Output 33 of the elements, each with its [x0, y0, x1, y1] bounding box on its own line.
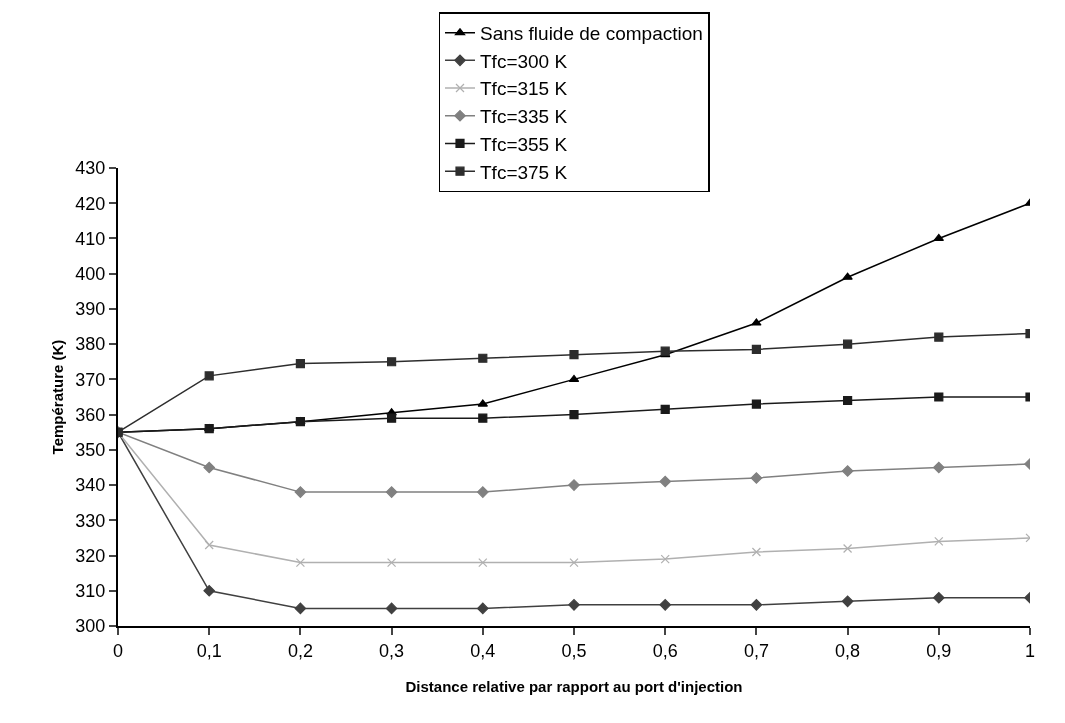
x-tick-label: 0,9 [926, 640, 952, 661]
legend-label: Tfc=375 K [480, 161, 568, 183]
legend-label: Tfc=335 K [480, 106, 568, 128]
y-tick-label: 410 [75, 228, 106, 249]
y-tick-label: 350 [75, 440, 106, 461]
x-tick-label: 0,2 [287, 640, 313, 661]
y-tick-label: 400 [75, 263, 106, 284]
legend-label: Tfc=355 K [480, 133, 568, 155]
y-tick-label: 420 [75, 193, 106, 214]
x-tick-label: 0,5 [561, 640, 587, 661]
y-axis-title: Température (K) [49, 339, 67, 455]
y-tick-label: 300 [75, 616, 106, 637]
x-tick-label: 0,4 [470, 640, 496, 661]
y-tick-label: 310 [75, 581, 106, 602]
y-tick-label: 370 [75, 369, 106, 390]
x-tick-label: 1 [1024, 640, 1036, 661]
y-tick-label: 330 [75, 510, 106, 531]
y-tick-label: 390 [75, 299, 106, 320]
x-tick-label: 0,1 [196, 640, 222, 661]
legend-label: Sans fluide de compaction [480, 23, 703, 45]
y-tick-label: 380 [75, 334, 106, 355]
x-axis-title: Distance relative par rapport au port d'injection [405, 678, 743, 696]
y-tick-label: 430 [75, 158, 106, 179]
y-tick-label: 360 [75, 404, 106, 425]
legend-label: Tfc=315 K [480, 78, 568, 100]
legend-label: Tfc=300 K [480, 50, 568, 72]
y-tick-label: 340 [75, 475, 106, 496]
x-tick-label: 0,6 [652, 640, 678, 661]
x-tick-label: 0 [112, 640, 124, 661]
x-tick-label: 0,3 [379, 640, 405, 661]
x-tick-label: 0,7 [743, 640, 769, 661]
y-tick-label: 320 [75, 545, 106, 566]
x-tick-label: 0,8 [835, 640, 861, 661]
